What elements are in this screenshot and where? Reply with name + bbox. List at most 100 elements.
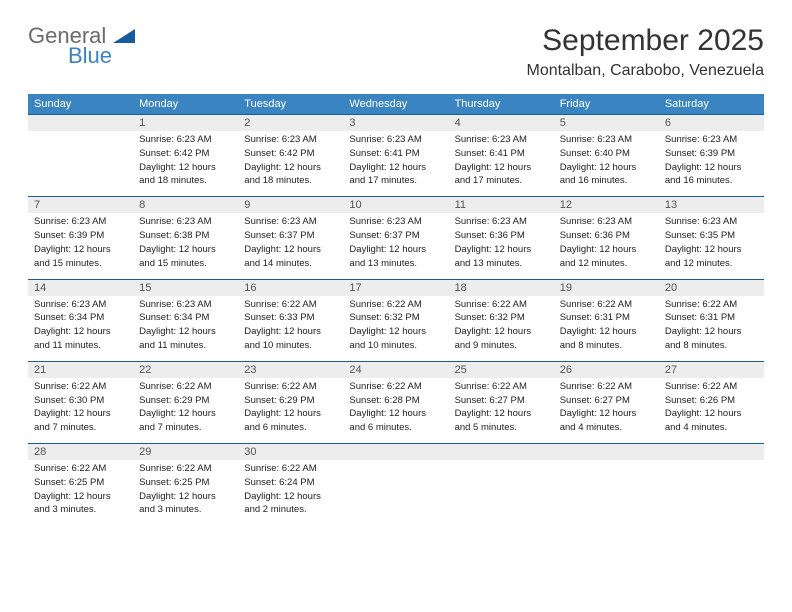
day-cell bbox=[659, 460, 764, 525]
day-number: 23 bbox=[238, 361, 343, 378]
day1-text: Daylight: 12 hours bbox=[244, 162, 337, 175]
day-cell: Sunrise: 6:23 AMSunset: 6:36 PMDaylight:… bbox=[449, 213, 554, 279]
sunset-text: Sunset: 6:36 PM bbox=[455, 230, 548, 243]
day1-text: Daylight: 12 hours bbox=[244, 326, 337, 339]
sunrise-text: Sunrise: 6:23 AM bbox=[34, 299, 127, 312]
day-cell: Sunrise: 6:22 AMSunset: 6:31 PMDaylight:… bbox=[554, 296, 659, 362]
day1-text: Daylight: 12 hours bbox=[560, 408, 653, 421]
day-cell: Sunrise: 6:23 AMSunset: 6:42 PMDaylight:… bbox=[133, 131, 238, 197]
col-saturday: Saturday bbox=[659, 94, 764, 115]
col-wednesday: Wednesday bbox=[343, 94, 448, 115]
sunset-text: Sunset: 6:32 PM bbox=[455, 312, 548, 325]
sunrise-text: Sunrise: 6:22 AM bbox=[560, 381, 653, 394]
day1-text: Daylight: 12 hours bbox=[455, 326, 548, 339]
day2-text: and 4 minutes. bbox=[665, 422, 758, 435]
logo-text-blue: Blue bbox=[68, 44, 135, 67]
sunset-text: Sunset: 6:25 PM bbox=[139, 477, 232, 490]
day-cell: Sunrise: 6:22 AMSunset: 6:32 PMDaylight:… bbox=[449, 296, 554, 362]
sunset-text: Sunset: 6:29 PM bbox=[139, 395, 232, 408]
day-number: 26 bbox=[554, 361, 659, 378]
col-monday: Monday bbox=[133, 94, 238, 115]
day-number: 10 bbox=[343, 197, 448, 214]
day-number: 7 bbox=[28, 197, 133, 214]
sunset-text: Sunset: 6:40 PM bbox=[560, 148, 653, 161]
day1-text: Daylight: 12 hours bbox=[34, 408, 127, 421]
day1-text: Daylight: 12 hours bbox=[139, 326, 232, 339]
day-cell: Sunrise: 6:23 AMSunset: 6:42 PMDaylight:… bbox=[238, 131, 343, 197]
day-cell bbox=[28, 131, 133, 197]
sunrise-text: Sunrise: 6:23 AM bbox=[560, 134, 653, 147]
logo-triangle-icon bbox=[113, 29, 135, 43]
day2-text: and 8 minutes. bbox=[665, 340, 758, 353]
day-cell: Sunrise: 6:22 AMSunset: 6:29 PMDaylight:… bbox=[133, 378, 238, 444]
day-cell: Sunrise: 6:22 AMSunset: 6:27 PMDaylight:… bbox=[554, 378, 659, 444]
day1-text: Daylight: 12 hours bbox=[455, 162, 548, 175]
sunset-text: Sunset: 6:39 PM bbox=[665, 148, 758, 161]
day-cell: Sunrise: 6:22 AMSunset: 6:32 PMDaylight:… bbox=[343, 296, 448, 362]
day1-text: Daylight: 12 hours bbox=[665, 326, 758, 339]
day1-text: Daylight: 12 hours bbox=[560, 326, 653, 339]
sunset-text: Sunset: 6:25 PM bbox=[34, 477, 127, 490]
title-block: September 2025 Montalban, Carabobo, Vene… bbox=[526, 24, 764, 80]
sunset-text: Sunset: 6:34 PM bbox=[34, 312, 127, 325]
day-cell: Sunrise: 6:22 AMSunset: 6:25 PMDaylight:… bbox=[28, 460, 133, 525]
day-cell: Sunrise: 6:23 AMSunset: 6:37 PMDaylight:… bbox=[238, 213, 343, 279]
sunset-text: Sunset: 6:37 PM bbox=[349, 230, 442, 243]
day-number: 20 bbox=[659, 279, 764, 296]
sunset-text: Sunset: 6:27 PM bbox=[560, 395, 653, 408]
day-number: 30 bbox=[238, 444, 343, 461]
sunset-text: Sunset: 6:24 PM bbox=[244, 477, 337, 490]
day-cell: Sunrise: 6:22 AMSunset: 6:25 PMDaylight:… bbox=[133, 460, 238, 525]
day2-text: and 13 minutes. bbox=[349, 258, 442, 271]
sunset-text: Sunset: 6:32 PM bbox=[349, 312, 442, 325]
day2-text: and 12 minutes. bbox=[665, 258, 758, 271]
day2-text: and 17 minutes. bbox=[349, 175, 442, 188]
day-number-row: 78910111213 bbox=[28, 197, 764, 214]
day2-text: and 4 minutes. bbox=[560, 422, 653, 435]
day-cell: Sunrise: 6:23 AMSunset: 6:36 PMDaylight:… bbox=[554, 213, 659, 279]
sunrise-text: Sunrise: 6:23 AM bbox=[455, 134, 548, 147]
day-cell bbox=[343, 460, 448, 525]
day1-text: Daylight: 12 hours bbox=[349, 162, 442, 175]
sunset-text: Sunset: 6:27 PM bbox=[455, 395, 548, 408]
sunset-text: Sunset: 6:34 PM bbox=[139, 312, 232, 325]
day1-text: Daylight: 12 hours bbox=[455, 244, 548, 257]
sunrise-text: Sunrise: 6:22 AM bbox=[455, 381, 548, 394]
sunrise-text: Sunrise: 6:22 AM bbox=[349, 299, 442, 312]
sunset-text: Sunset: 6:38 PM bbox=[139, 230, 232, 243]
day-cell: Sunrise: 6:23 AMSunset: 6:37 PMDaylight:… bbox=[343, 213, 448, 279]
day1-text: Daylight: 12 hours bbox=[665, 244, 758, 257]
day-cell: Sunrise: 6:22 AMSunset: 6:30 PMDaylight:… bbox=[28, 378, 133, 444]
day-number: 22 bbox=[133, 361, 238, 378]
day-number: 25 bbox=[449, 361, 554, 378]
day-number: 19 bbox=[554, 279, 659, 296]
day-number: 3 bbox=[343, 115, 448, 132]
day-number: 17 bbox=[343, 279, 448, 296]
day2-text: and 2 minutes. bbox=[244, 504, 337, 517]
day-number: 12 bbox=[554, 197, 659, 214]
header: General Blue September 2025 Montalban, C… bbox=[28, 24, 764, 80]
sunset-text: Sunset: 6:37 PM bbox=[244, 230, 337, 243]
day-number: 27 bbox=[659, 361, 764, 378]
day1-text: Daylight: 12 hours bbox=[34, 491, 127, 504]
day-cell: Sunrise: 6:23 AMSunset: 6:34 PMDaylight:… bbox=[28, 296, 133, 362]
sunrise-text: Sunrise: 6:23 AM bbox=[139, 299, 232, 312]
day-number bbox=[449, 444, 554, 461]
day-info-row: Sunrise: 6:23 AMSunset: 6:34 PMDaylight:… bbox=[28, 296, 764, 362]
day-number: 24 bbox=[343, 361, 448, 378]
day2-text: and 9 minutes. bbox=[455, 340, 548, 353]
day-cell: Sunrise: 6:23 AMSunset: 6:38 PMDaylight:… bbox=[133, 213, 238, 279]
sunset-text: Sunset: 6:42 PM bbox=[139, 148, 232, 161]
day2-text: and 16 minutes. bbox=[665, 175, 758, 188]
day-number bbox=[554, 444, 659, 461]
sunrise-text: Sunrise: 6:22 AM bbox=[34, 381, 127, 394]
day1-text: Daylight: 12 hours bbox=[244, 491, 337, 504]
day1-text: Daylight: 12 hours bbox=[560, 162, 653, 175]
sunrise-text: Sunrise: 6:22 AM bbox=[244, 463, 337, 476]
sunrise-text: Sunrise: 6:23 AM bbox=[349, 134, 442, 147]
sunrise-text: Sunrise: 6:23 AM bbox=[34, 216, 127, 229]
day-number: 11 bbox=[449, 197, 554, 214]
day-cell: Sunrise: 6:22 AMSunset: 6:28 PMDaylight:… bbox=[343, 378, 448, 444]
sunset-text: Sunset: 6:42 PM bbox=[244, 148, 337, 161]
day-cell: Sunrise: 6:22 AMSunset: 6:29 PMDaylight:… bbox=[238, 378, 343, 444]
